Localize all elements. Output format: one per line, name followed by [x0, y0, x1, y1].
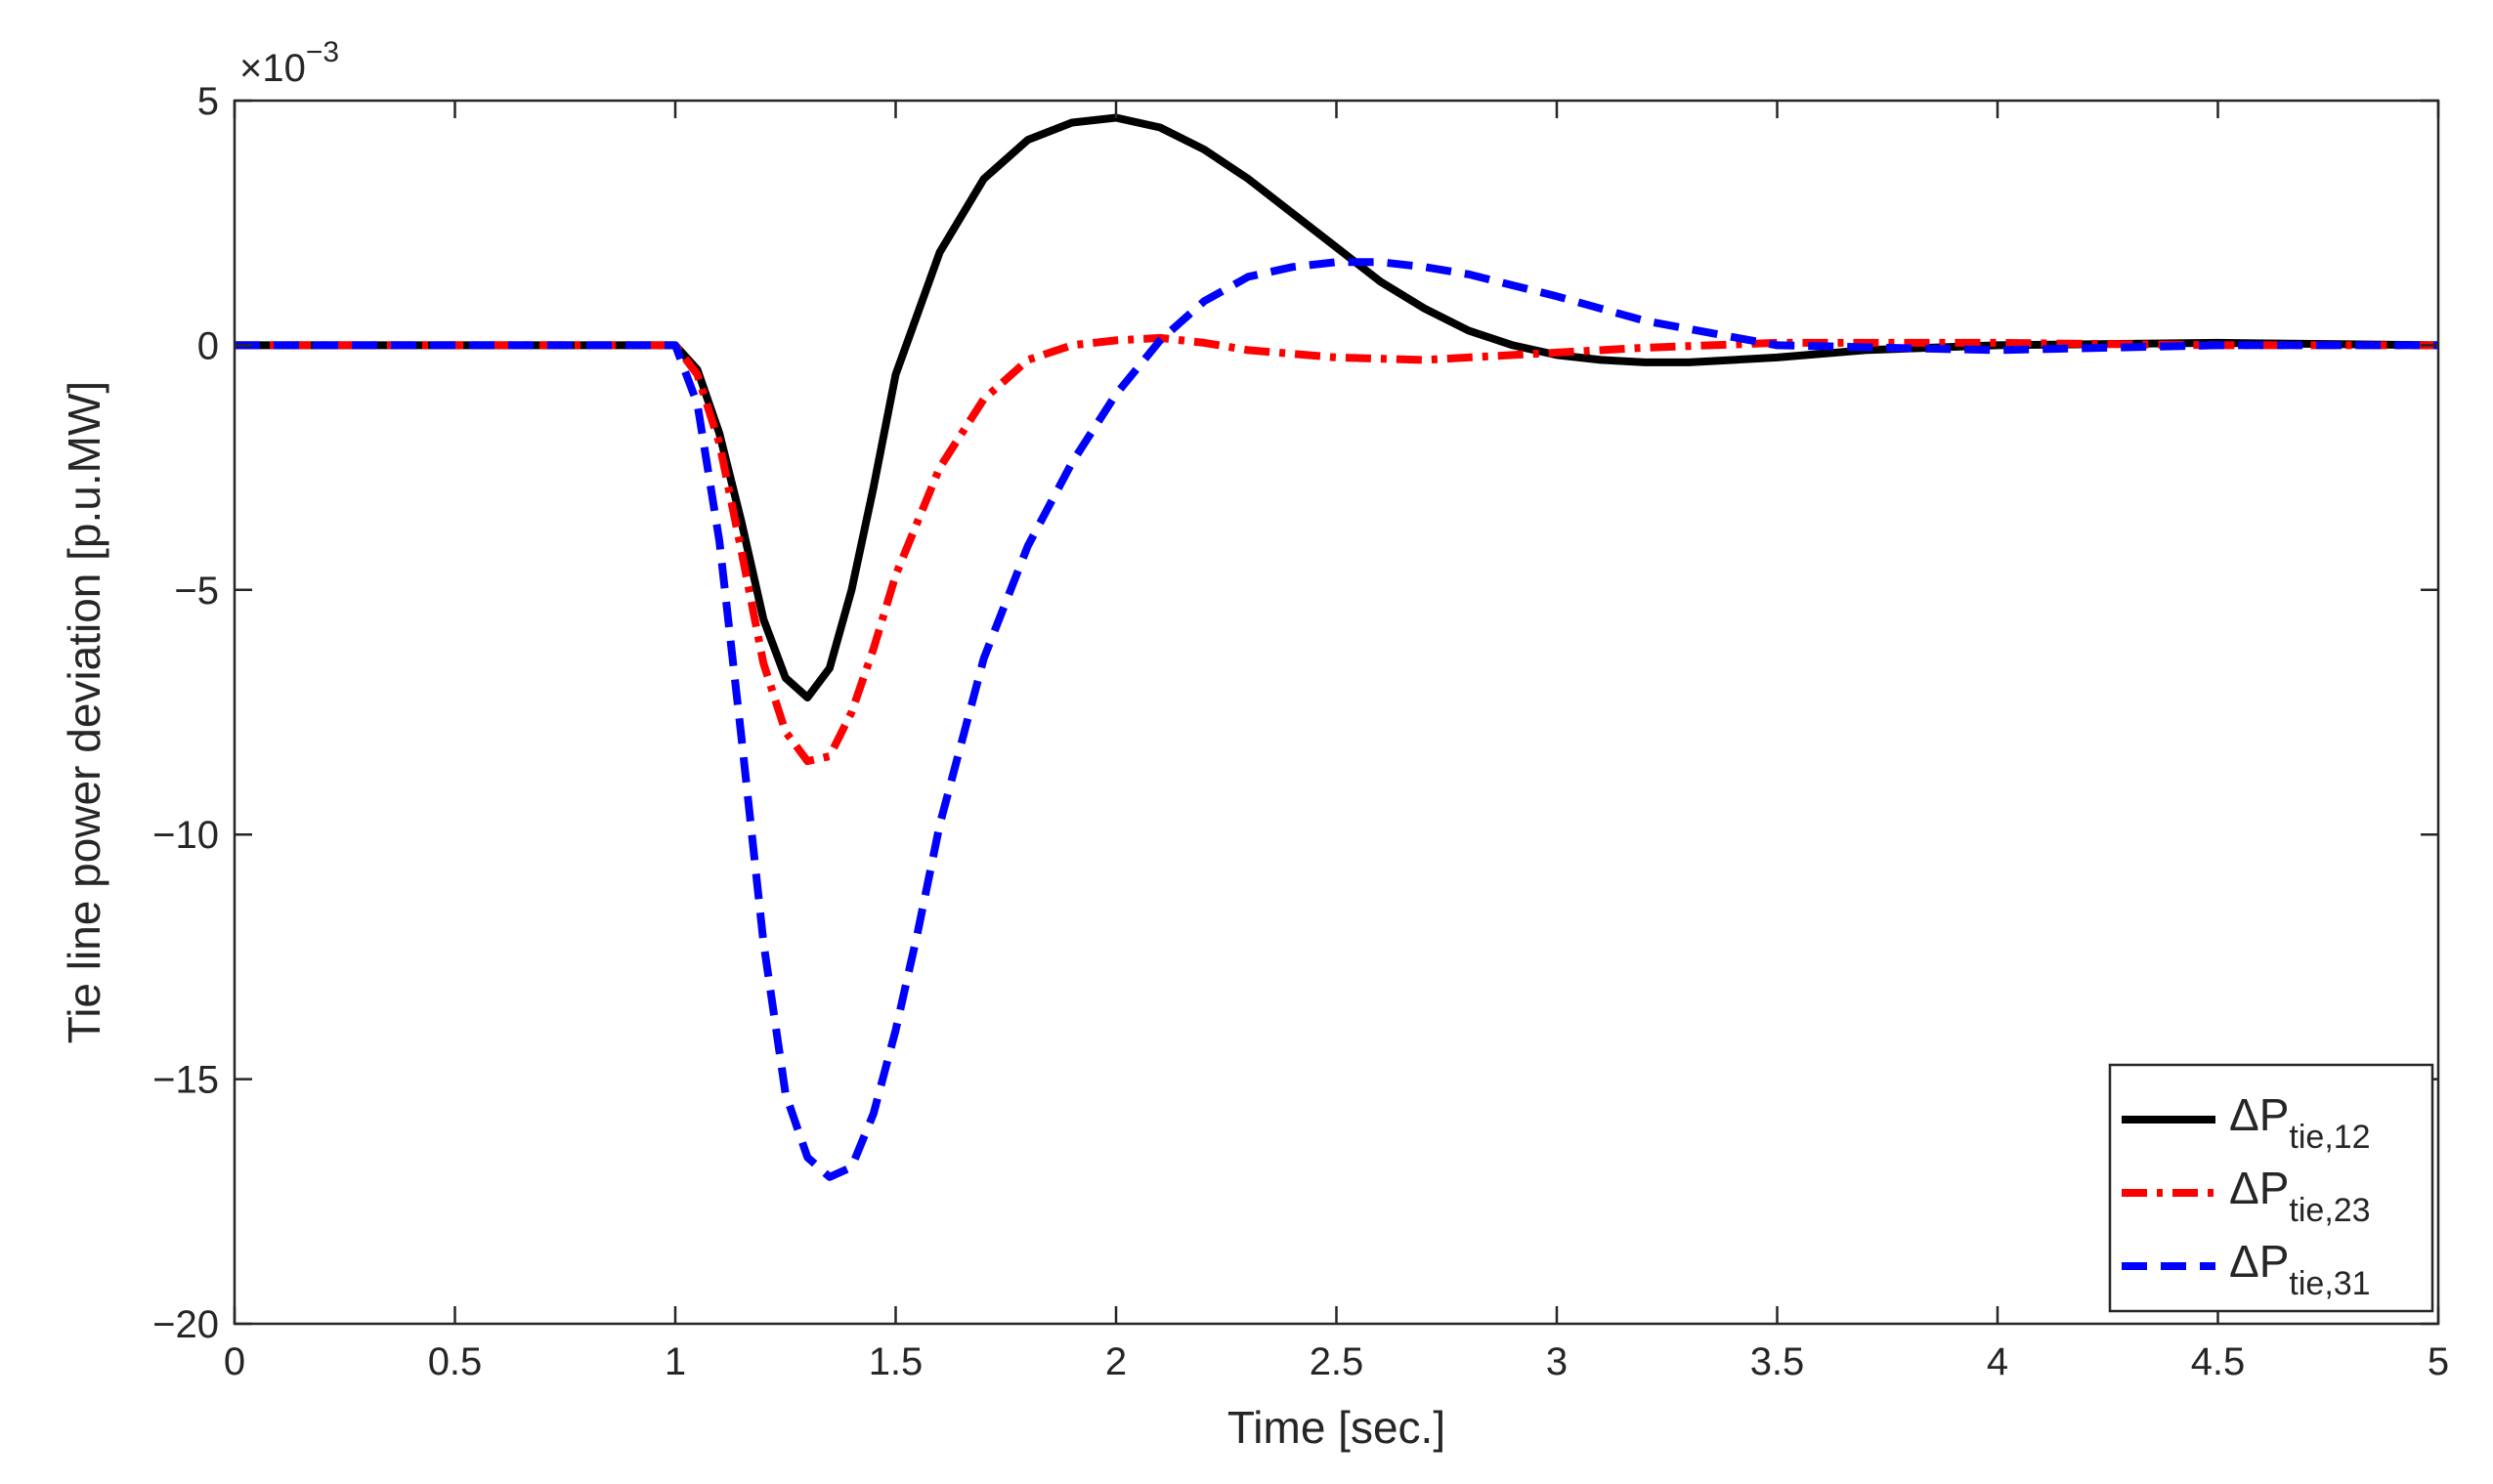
series-group: [235, 113, 2438, 1181]
y-tick-label: 0: [197, 324, 219, 367]
y-tick-label: 5: [197, 80, 219, 123]
plot-area: [235, 113, 2438, 1181]
legend-label-sub-2: tie,23: [2289, 1192, 2370, 1229]
y-tick-label: −15: [152, 1059, 219, 1102]
x-tick-label: 4.5: [2191, 1340, 2246, 1383]
x-tick-label: 1: [665, 1340, 686, 1383]
y-tick-label: −10: [152, 814, 219, 857]
legend-label-sub-3: tie,31: [2289, 1265, 2370, 1302]
series-line-2: [235, 333, 2438, 766]
x-tick-label: 0.5: [428, 1340, 483, 1383]
x-tick-label: 2.5: [1310, 1340, 1364, 1383]
x-tick-label: 5: [2428, 1340, 2449, 1383]
x-tick-label: 1.5: [869, 1340, 924, 1383]
axes: 0 0.5 1 1.5 2 2.5 3 3.5 4 4.5 5−20−15−10−505×10−3T…: [59, 36, 2449, 1453]
x-tick-label: 4: [1987, 1340, 2008, 1383]
x-tick-label: 3.5: [1750, 1340, 1805, 1383]
x-tick-label: 0: [224, 1340, 245, 1383]
y-tick-label: −20: [152, 1303, 219, 1346]
x-tick-label: 3: [1546, 1340, 1568, 1383]
x-tick-label: 2: [1105, 1340, 1127, 1383]
series-line-1: [235, 113, 2438, 701]
x-axis-label: Time [sec.]: [1227, 1402, 1445, 1453]
y-tick-label: −5: [174, 570, 219, 613]
legend-label-sub-1: tie,12: [2289, 1119, 2370, 1156]
y-exponent-power: −3: [306, 36, 339, 68]
series-line-3: [235, 258, 2438, 1181]
y-axis-label: Tie line power deviation [p.u.MW]: [59, 381, 109, 1043]
